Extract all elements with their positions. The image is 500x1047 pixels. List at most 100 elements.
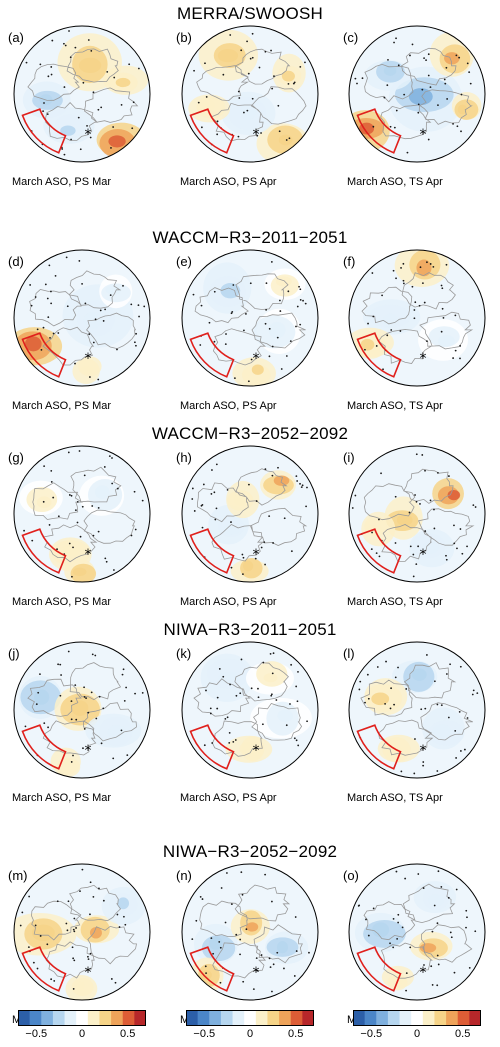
map-border <box>13 641 151 779</box>
polar-map: * <box>181 445 319 583</box>
panel-letter: (o) <box>343 868 359 883</box>
colorbar-tick-label: 0.5 <box>288 1028 304 1040</box>
anomaly-field <box>14 642 150 778</box>
station-marker: * <box>420 351 427 367</box>
anomaly-field <box>14 26 150 162</box>
colorbar-swatch <box>134 1010 146 1026</box>
colorbar-swatch <box>353 1010 366 1026</box>
polar-map: * <box>181 641 319 779</box>
station-marker: * <box>420 127 427 143</box>
map-border <box>348 25 486 163</box>
significance-stipple <box>191 463 308 576</box>
colorbar-swatch <box>232 1010 245 1026</box>
region-box <box>356 108 402 154</box>
coastline <box>364 47 473 140</box>
map-border <box>348 641 486 779</box>
colorbar-tick-label: 0 <box>413 1028 421 1040</box>
map-border <box>13 249 151 387</box>
anomaly-field <box>182 642 318 778</box>
region-box <box>21 946 67 992</box>
colorbar-swatch <box>87 1010 100 1026</box>
colorbar-swatch <box>387 1010 401 1026</box>
polar-map: * <box>13 863 151 1001</box>
map-border <box>181 445 319 583</box>
colorbar-swatch <box>469 1010 481 1026</box>
anomaly-field <box>182 26 318 162</box>
region-box <box>21 724 67 770</box>
significance-stipple <box>29 256 146 381</box>
map-border <box>181 863 319 1001</box>
coastline <box>194 273 306 366</box>
region-box <box>189 332 235 378</box>
polar-map: * <box>348 863 486 1001</box>
station-marker: * <box>85 965 92 981</box>
colorbar-swatch <box>279 1010 292 1026</box>
region-box <box>21 528 67 574</box>
significance-stipple <box>19 868 127 990</box>
coastline <box>196 48 307 142</box>
colorbar-swatch <box>76 1010 89 1026</box>
significance-stipple <box>25 30 140 156</box>
polar-map: * <box>13 249 151 387</box>
row-title: NIWA−R3−2052−2092 <box>162 842 338 861</box>
panel-letter: (n) <box>176 868 192 883</box>
panel-letter: (l) <box>343 646 355 661</box>
map-border <box>181 641 319 779</box>
coastline <box>193 662 303 757</box>
panel-caption: March ASO, PS Mar <box>12 176 112 188</box>
panel-letter: (c) <box>343 30 359 45</box>
panel-letter: (k) <box>176 646 192 661</box>
colorbar-tick-label: −0.5 <box>193 1028 216 1040</box>
colorbar-swatch <box>220 1010 234 1026</box>
polar-map: * <box>181 25 319 163</box>
colorbar <box>186 1010 314 1026</box>
significance-stipple <box>357 870 477 992</box>
panel-caption: March ASO, PS Mar <box>12 596 112 608</box>
anomaly-field <box>349 864 485 1000</box>
polar-map: * <box>13 641 151 779</box>
row-title: NIWA−R3−2011−2051 <box>163 620 337 639</box>
polar-map: * <box>181 249 319 387</box>
polar-map: * <box>348 25 486 163</box>
panel-letter: (e) <box>176 254 192 269</box>
polar-map: * <box>13 25 151 163</box>
panel-caption: March ASO, PS Apr <box>180 596 277 608</box>
colorbar-swatch <box>122 1010 135 1026</box>
colorbar-tick-label: −0.5 <box>25 1028 48 1040</box>
colorbar-swatch <box>99 1010 112 1026</box>
map-border <box>348 863 486 1001</box>
significance-stipple <box>351 453 477 578</box>
station-marker: * <box>85 351 92 367</box>
colorbar <box>18 1010 146 1026</box>
colorbar-swatch <box>302 1010 314 1026</box>
anomaly-field <box>14 864 150 1000</box>
row-title: MERRA/SWOOSH <box>177 4 323 23</box>
region-box <box>356 332 402 378</box>
anomaly-field <box>349 446 485 582</box>
panel-letter: (m) <box>8 868 28 883</box>
coastline <box>31 884 137 979</box>
panel-caption: March ASO, PS Mar <box>12 792 112 804</box>
colorbar-tick-label: 0 <box>246 1028 254 1040</box>
colorbar-swatch <box>186 1010 199 1026</box>
colorbar-swatch <box>111 1010 124 1026</box>
station-marker: * <box>85 743 92 759</box>
anomaly-field <box>182 250 318 386</box>
coastline <box>363 468 475 562</box>
significance-stipple <box>24 650 144 763</box>
anomaly-field <box>349 26 485 162</box>
colorbar-swatch <box>290 1010 303 1026</box>
significance-stipple <box>203 652 308 747</box>
significance-stipple <box>23 450 144 578</box>
colorbar-swatch <box>244 1010 257 1026</box>
map-border <box>348 249 486 387</box>
colorbar-swatch <box>364 1010 377 1026</box>
colorbar-tick-label: −0.5 <box>360 1028 383 1040</box>
coastline <box>199 884 303 979</box>
row-title: WACCM−R3−2011−2051 <box>152 228 348 247</box>
significance-stipple <box>354 37 472 154</box>
station-marker: * <box>85 547 92 563</box>
region-box <box>356 724 402 770</box>
station-marker: * <box>420 743 427 759</box>
colorbar-swatch <box>422 1010 435 1026</box>
